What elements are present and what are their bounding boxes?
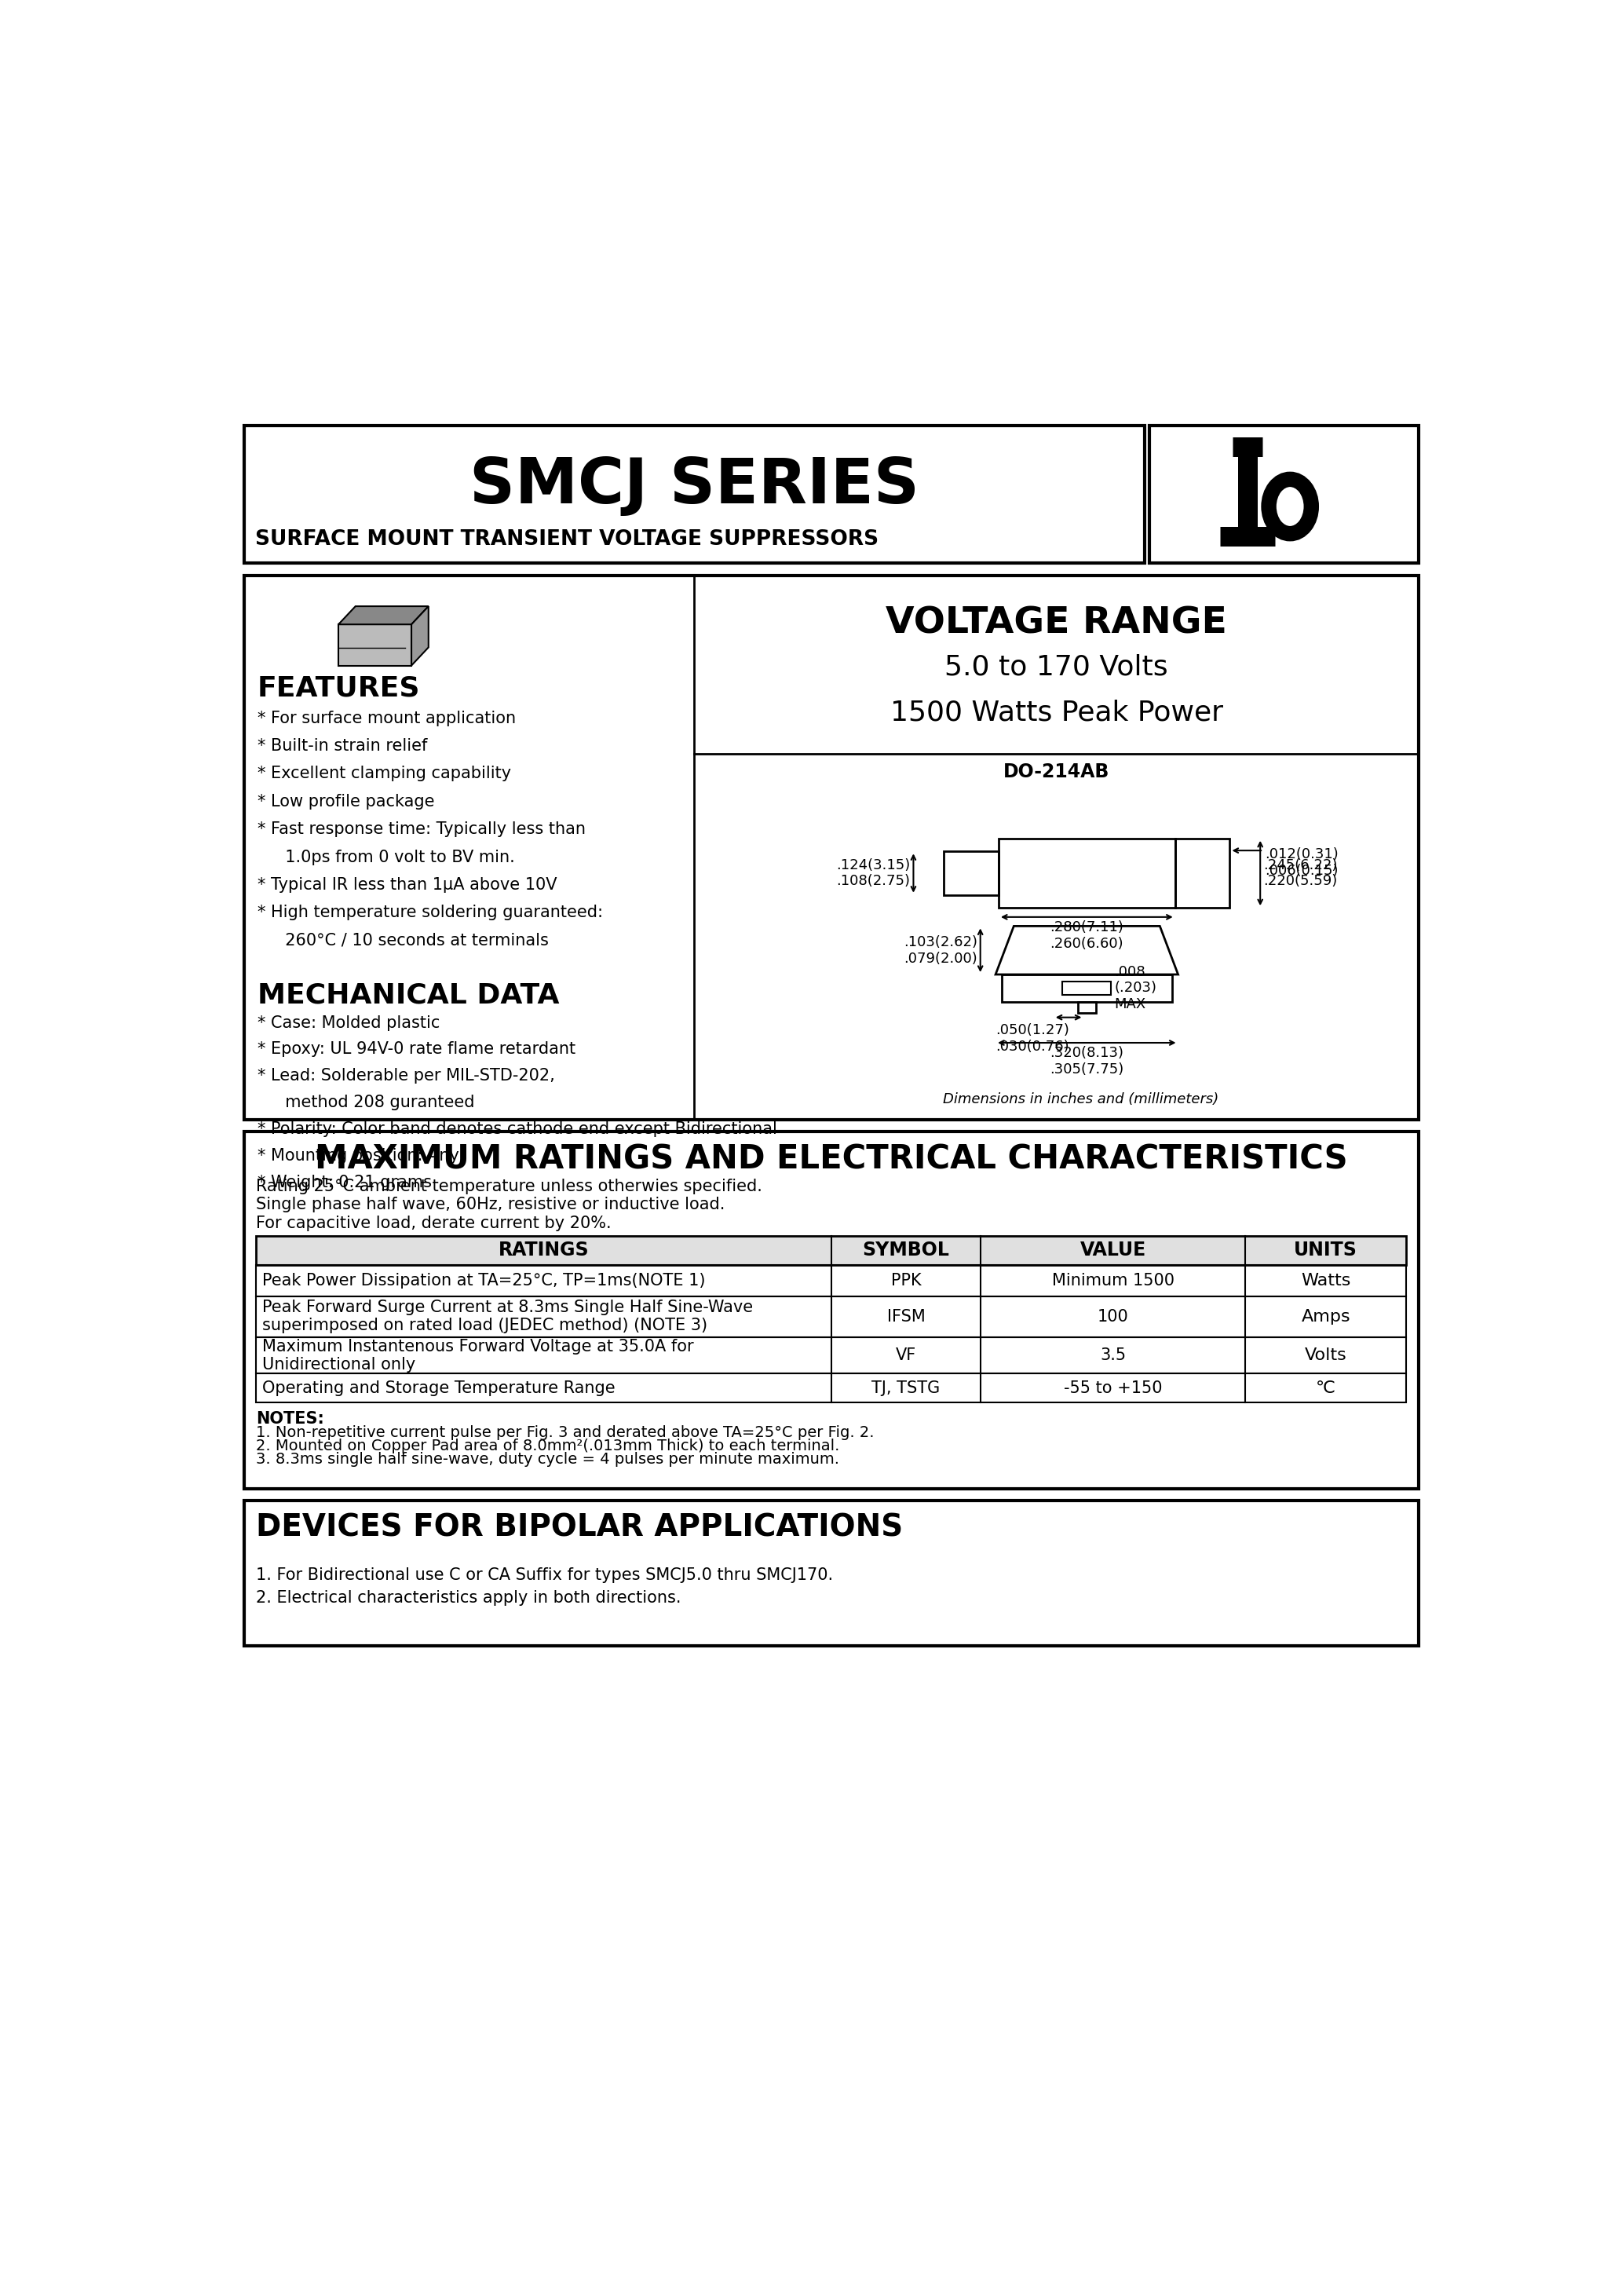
- Text: 1.0ps from 0 volt to BV min.: 1.0ps from 0 volt to BV min.: [274, 850, 514, 866]
- Bar: [1002, 974, 1173, 1001]
- Polygon shape: [412, 606, 428, 666]
- Bar: [245, 425, 1145, 563]
- Text: SURFACE MOUNT TRANSIENT VOLTAGE SUPPRESSORS: SURFACE MOUNT TRANSIENT VOLTAGE SUPPRESS…: [255, 530, 879, 551]
- Text: .050(1.27)
.030(0.76): .050(1.27) .030(0.76): [996, 1024, 1069, 1054]
- Text: IFSM: IFSM: [887, 1309, 925, 1325]
- Text: TJ, TSTG: TJ, TSTG: [871, 1380, 941, 1396]
- Text: Watts: Watts: [1301, 1272, 1351, 1288]
- Text: 3.5: 3.5: [1100, 1348, 1126, 1364]
- Bar: [256, 1373, 1406, 1403]
- Text: * Weight: 0.21 grams: * Weight: 0.21 grams: [258, 1176, 431, 1189]
- Bar: [999, 838, 1174, 907]
- Text: * Low profile package: * Low profile package: [258, 794, 435, 810]
- Bar: [256, 1297, 1406, 1336]
- Text: ℃: ℃: [1315, 1380, 1335, 1396]
- Text: -55 to +150: -55 to +150: [1064, 1380, 1163, 1396]
- Text: .103(2.62)
.079(2.00): .103(2.62) .079(2.00): [903, 934, 978, 967]
- Text: Volts: Volts: [1304, 1348, 1346, 1364]
- Bar: [1062, 980, 1111, 994]
- Text: 3. 8.3ms single half sine-wave, duty cycle = 4 pulses per minute maximum.: 3. 8.3ms single half sine-wave, duty cyc…: [256, 1451, 840, 1467]
- Text: * Mounting position: Any: * Mounting position: Any: [258, 1148, 459, 1164]
- Text: * For surface mount application: * For surface mount application: [258, 709, 516, 726]
- Text: * Epoxy: UL 94V-0 rate flame retardant: * Epoxy: UL 94V-0 rate flame retardant: [258, 1042, 576, 1056]
- Text: 1. Non-repetitive current pulse per Fig. 3 and derated above TA=25°C per Fig. 2.: 1. Non-repetitive current pulse per Fig.…: [256, 1426, 874, 1440]
- Text: * Typical IR less than 1μA above 10V: * Typical IR less than 1μA above 10V: [258, 877, 556, 893]
- Text: SMCJ SERIES: SMCJ SERIES: [469, 455, 920, 517]
- Bar: [245, 1502, 1418, 1646]
- Text: VF: VF: [895, 1348, 916, 1364]
- Bar: [245, 576, 1418, 1120]
- Text: Peak Power Dissipation at TA=25°C, TP=1ms(NOTE 1): Peak Power Dissipation at TA=25°C, TP=1m…: [263, 1272, 706, 1288]
- Text: .320(8.13)
.305(7.75): .320(8.13) .305(7.75): [1049, 1045, 1124, 1077]
- Text: FEATURES: FEATURES: [258, 675, 420, 703]
- Text: VALUE: VALUE: [1080, 1240, 1147, 1261]
- Text: SYMBOL: SYMBOL: [863, 1240, 949, 1261]
- Text: MAXIMUM RATINGS AND ELECTRICAL CHARACTERISTICS: MAXIMUM RATINGS AND ELECTRICAL CHARACTER…: [315, 1143, 1348, 1176]
- Text: 1. For Bidirectional use C or CA Suffix for types SMCJ5.0 thru SMCJ170.: 1. For Bidirectional use C or CA Suffix …: [256, 1566, 834, 1582]
- Bar: [256, 1235, 1406, 1265]
- Text: DEVICES FOR BIPOLAR APPLICATIONS: DEVICES FOR BIPOLAR APPLICATIONS: [256, 1513, 903, 1543]
- Text: VOLTAGE RANGE: VOLTAGE RANGE: [886, 606, 1228, 641]
- Bar: [256, 1265, 1406, 1297]
- Text: * Polarity: Color band denotes cathode end except Bidirectional: * Polarity: Color band denotes cathode e…: [258, 1120, 777, 1137]
- Bar: [245, 1132, 1418, 1488]
- Text: .012(0.31)
.006(0.15): .012(0.31) .006(0.15): [1265, 847, 1338, 877]
- Text: 260°C / 10 seconds at terminals: 260°C / 10 seconds at terminals: [274, 932, 548, 948]
- Text: MECHANICAL DATA: MECHANICAL DATA: [258, 983, 560, 1008]
- Bar: [339, 625, 412, 666]
- Bar: [1150, 425, 1418, 563]
- Polygon shape: [339, 606, 428, 625]
- Text: RATINGS: RATINGS: [498, 1240, 589, 1261]
- Text: UNITS: UNITS: [1294, 1240, 1358, 1261]
- Text: * Case: Molded plastic: * Case: Molded plastic: [258, 1015, 440, 1031]
- Text: * Excellent clamping capability: * Excellent clamping capability: [258, 767, 511, 781]
- Text: .124(3.15)
.108(2.75): .124(3.15) .108(2.75): [837, 859, 910, 889]
- Text: .008
(.203)
MAX: .008 (.203) MAX: [1114, 964, 1156, 1013]
- Text: Operating and Storage Temperature Range: Operating and Storage Temperature Range: [263, 1380, 615, 1396]
- Text: Amps: Amps: [1301, 1309, 1351, 1325]
- Text: Maximum Instantenous Forward Voltage at 35.0A for
Unidirectional only: Maximum Instantenous Forward Voltage at …: [263, 1339, 694, 1373]
- Text: .245(6.22)
.220(5.59): .245(6.22) .220(5.59): [1264, 859, 1338, 889]
- Text: .280(7.11)
.260(6.60): .280(7.11) .260(6.60): [1049, 921, 1124, 951]
- Text: Rating 25°C ambient temperature unless otherwies specified.
Single phase half wa: Rating 25°C ambient temperature unless o…: [256, 1178, 762, 1231]
- Text: * Lead: Solderable per MIL-STD-202,: * Lead: Solderable per MIL-STD-202,: [258, 1068, 555, 1084]
- Text: PPK: PPK: [890, 1272, 921, 1288]
- Text: 5.0 to 170 Volts: 5.0 to 170 Volts: [944, 654, 1168, 680]
- Text: 2. Mounted on Copper Pad area of 8.0mm²(.013mm Thick) to each terminal.: 2. Mounted on Copper Pad area of 8.0mm²(…: [256, 1440, 840, 1453]
- Text: NOTES:: NOTES:: [256, 1412, 324, 1426]
- Text: * Built-in strain relief: * Built-in strain relief: [258, 737, 427, 753]
- Text: 2. Electrical characteristics apply in both directions.: 2. Electrical characteristics apply in b…: [256, 1589, 681, 1605]
- Text: 100: 100: [1098, 1309, 1129, 1325]
- Text: Peak Forward Surge Current at 8.3ms Single Half Sine-Wave
superimposed on rated : Peak Forward Surge Current at 8.3ms Sing…: [263, 1300, 753, 1334]
- Bar: [1174, 838, 1229, 907]
- Text: * Fast response time: Typically less than: * Fast response time: Typically less tha…: [258, 822, 586, 838]
- Text: method 208 guranteed: method 208 guranteed: [274, 1095, 474, 1111]
- Bar: [256, 1336, 1406, 1373]
- Text: Minimum 1500: Minimum 1500: [1051, 1272, 1174, 1288]
- Text: DO-214AB: DO-214AB: [1004, 762, 1109, 781]
- Text: Dimensions in inches and (millimeters): Dimensions in inches and (millimeters): [942, 1093, 1218, 1107]
- Bar: [1077, 1001, 1096, 1013]
- Text: * High temperature soldering guaranteed:: * High temperature soldering guaranteed:: [258, 905, 603, 921]
- Text: 1500 Watts Peak Power: 1500 Watts Peak Power: [890, 700, 1223, 726]
- Bar: [944, 852, 999, 895]
- Polygon shape: [996, 925, 1178, 974]
